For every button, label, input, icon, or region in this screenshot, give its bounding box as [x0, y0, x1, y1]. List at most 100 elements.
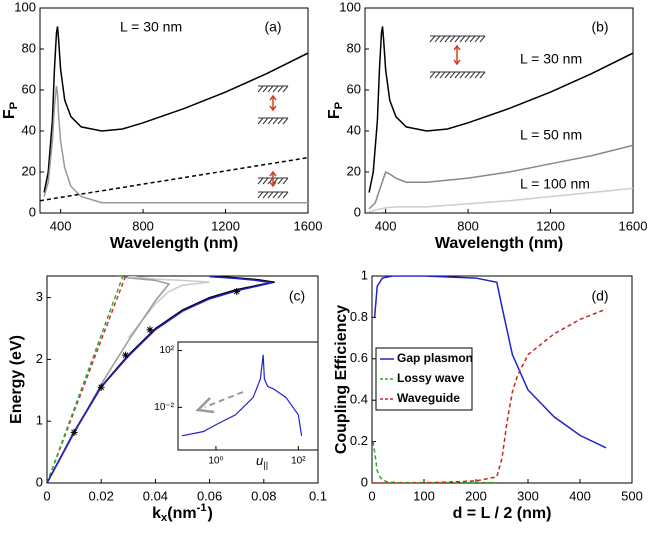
- x-axis-label: Wavelength (nm): [110, 235, 238, 252]
- hatch: [262, 191, 269, 199]
- hatch: [277, 117, 284, 125]
- hatch: [444, 35, 451, 43]
- y-tick-label: 0.8: [350, 309, 368, 324]
- hatch: [257, 117, 264, 125]
- x-tick-label: 400: [569, 488, 591, 503]
- x-tick-label: 400: [50, 218, 72, 233]
- y-tick-label: 80: [347, 40, 361, 55]
- x-tick-label: 0.1: [309, 488, 327, 503]
- x-tick-label: 0: [368, 488, 375, 503]
- series-line: [40, 156, 308, 202]
- hatch: [479, 35, 486, 43]
- hatch: [262, 177, 269, 185]
- y-axis-label: Coupling Efficiency: [333, 305, 350, 454]
- y-tick-label: 0.6: [350, 350, 368, 365]
- y-tick-label: 0: [361, 474, 368, 489]
- x-tick-label: 500: [621, 488, 643, 503]
- inset: 10⁰ 10² 10⁻² 10²: [154, 341, 319, 467]
- legend-label: Waveguide: [397, 391, 460, 405]
- curve-label: L = 50 nm: [520, 127, 582, 143]
- hatch: [469, 35, 476, 43]
- hatch: [257, 191, 264, 199]
- x-axis-label: kx(nm-1): [152, 502, 213, 524]
- x-tick-label: 800: [457, 218, 479, 233]
- y-tick-label: 40: [22, 122, 36, 137]
- y-tick-label: 60: [22, 81, 36, 96]
- y-tick-label: 10⁻²: [154, 402, 174, 413]
- y-tick-label: 0.2: [350, 433, 368, 448]
- hatch: [272, 191, 279, 199]
- series-line: [368, 187, 633, 213]
- panel-label: (c): [289, 288, 305, 304]
- x-tick-label: 300: [517, 488, 539, 503]
- hatch: [277, 177, 284, 185]
- hatch: [464, 71, 471, 79]
- y-tick-label: 1: [361, 267, 368, 282]
- series-group: [40, 26, 308, 204]
- y-axis-label-part: F: [326, 109, 343, 119]
- series-group: [372, 276, 607, 483]
- x-tick-label: 1600: [619, 218, 648, 233]
- series-line: [372, 441, 497, 483]
- y-tick-label: 40: [347, 122, 361, 137]
- hatch: [257, 177, 264, 185]
- hatch: [474, 35, 481, 43]
- hatch: [429, 71, 436, 79]
- x-tick-label: 0.08: [251, 488, 276, 503]
- y-tick-label: 100: [14, 0, 36, 14]
- y-tick-label: 0.4: [350, 392, 368, 407]
- x-tick-label: 0: [43, 488, 50, 503]
- inset-x-label: u||: [256, 453, 268, 470]
- hatch: [429, 35, 436, 43]
- plot-area: [39, 7, 309, 214]
- x-tick-label: 10⁰: [208, 456, 223, 467]
- x-tick-label: 1600: [294, 218, 323, 233]
- y-axis-label: Energy (eV): [8, 335, 25, 424]
- series-line: [373, 276, 607, 449]
- y-axis-label-part: Energy (eV): [8, 335, 25, 424]
- x-axis-label-part: Wavelength (nm): [435, 235, 563, 252]
- inset-x-label-part: u: [256, 453, 263, 468]
- hatch: [439, 71, 446, 79]
- panel-label: (b): [591, 19, 608, 35]
- arrow-head: [269, 170, 277, 188]
- arrow-head: [269, 94, 277, 112]
- hatch: [282, 85, 289, 93]
- plot-area: [364, 7, 634, 214]
- hatch: [262, 117, 269, 125]
- legend-label: Gap plasmon: [397, 351, 473, 365]
- y-tick-label: 0: [36, 474, 43, 489]
- hatch: [464, 35, 471, 43]
- hatch: [444, 71, 451, 79]
- y-tick-label: 20: [347, 163, 361, 178]
- y-tick-label: 0: [29, 204, 36, 219]
- arrow-head: [453, 44, 461, 66]
- hatch: [469, 71, 476, 79]
- x-tick-label: 400: [375, 218, 397, 233]
- x-tick-label: 0.06: [197, 488, 222, 503]
- series-line: [47, 276, 124, 483]
- y-tick-label: 2: [36, 351, 43, 366]
- series-group: [47, 276, 275, 483]
- hatch: [449, 35, 456, 43]
- panel: 400 800 1200 1600 0 20 40 60 80 100: [14, 0, 322, 233]
- hatch: [439, 35, 446, 43]
- y-axis-label: FP: [326, 101, 345, 119]
- hatch: [272, 85, 279, 93]
- curve-label: L = 100 nm: [520, 176, 590, 192]
- x-tick-label: 100: [413, 488, 435, 503]
- y-tick-label: 10²: [160, 345, 175, 356]
- y-axis-label: FP: [1, 101, 20, 119]
- x-axis-label: Wavelength (nm): [435, 235, 563, 252]
- annotation: L = 30 nm: [120, 19, 182, 35]
- legend-label: Lossy wave: [397, 371, 465, 385]
- series-group: [368, 26, 633, 213]
- hatch: [459, 35, 466, 43]
- x-tick-label: 0.04: [143, 488, 168, 503]
- star-marker: [70, 428, 78, 436]
- series-line: [43, 26, 308, 193]
- x-tick-label: 800: [132, 218, 154, 233]
- star-marker: [233, 287, 241, 295]
- hatch: [257, 85, 264, 93]
